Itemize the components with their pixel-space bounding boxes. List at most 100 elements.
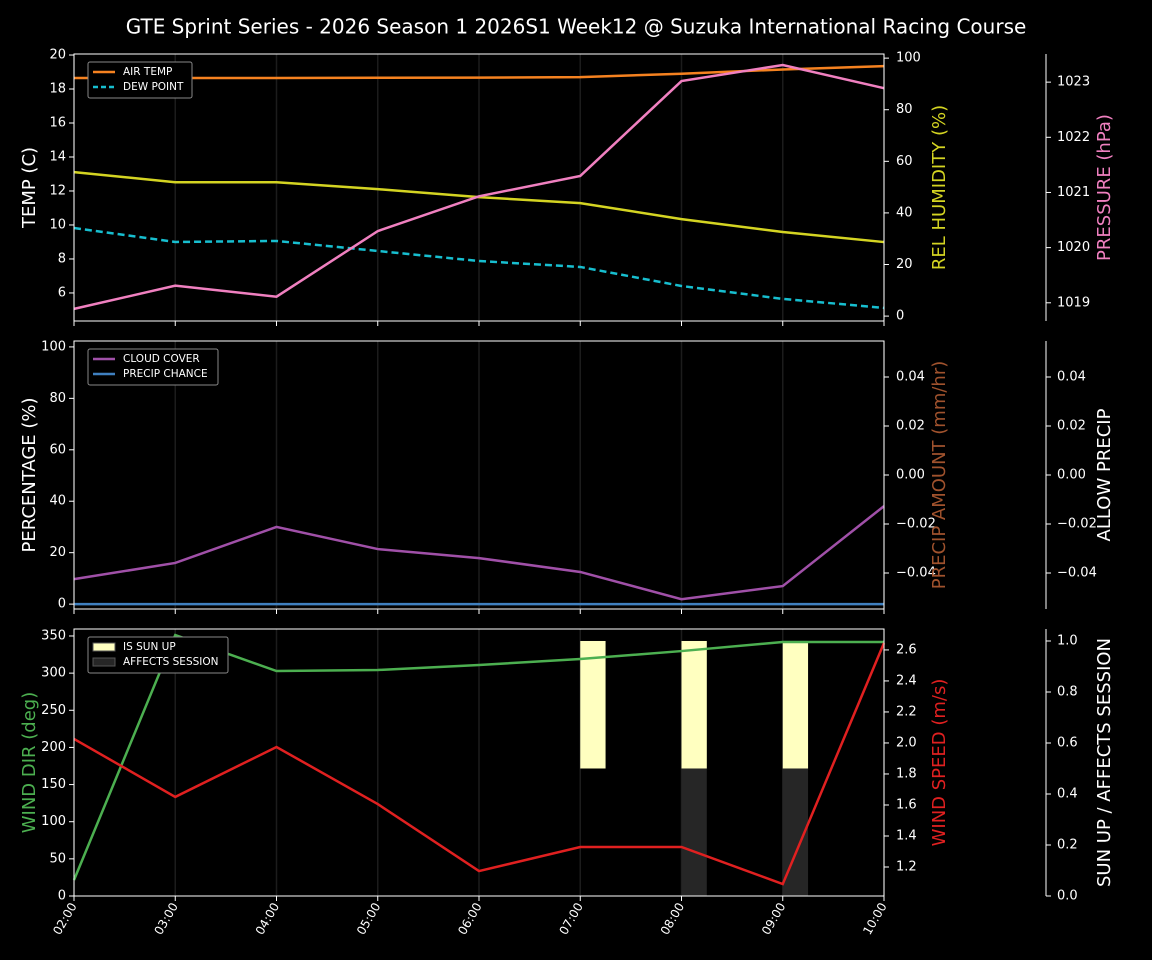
y3-tick-label: −0.02 bbox=[1057, 516, 1097, 531]
legend: AIR TEMP DEW POINT bbox=[87, 61, 193, 99]
x-tick-label: 09:00 bbox=[759, 900, 788, 937]
x-tick-label: 07:00 bbox=[556, 900, 585, 937]
y-tick-label: 250 bbox=[41, 703, 66, 718]
y3-tick-label: 1019 bbox=[1057, 295, 1090, 310]
y2-axis-title: PRECIP AMOUNT (mm/hr) bbox=[929, 361, 950, 590]
y-tick-label: 60 bbox=[49, 442, 66, 457]
bar bbox=[681, 640, 707, 769]
y2-tick-label: 2.6 bbox=[896, 642, 917, 657]
y2-axis-title: WIND SPEED (m/s) bbox=[929, 679, 950, 847]
y2-tick-label: 20 bbox=[896, 257, 913, 272]
y-axis-title: WIND DIR (deg) bbox=[19, 692, 40, 834]
y-tick-label: 10 bbox=[49, 217, 66, 232]
y2-tick-label: 1.4 bbox=[896, 828, 917, 843]
legend-box bbox=[87, 348, 219, 386]
y3-tick-label: 0.0 bbox=[1057, 889, 1078, 904]
legend-label: IS SUN UP bbox=[123, 641, 176, 653]
y-tick-label: 100 bbox=[41, 339, 66, 354]
x-tick-label: 04:00 bbox=[253, 900, 282, 937]
legend: IS SUN UP AFFECTS SESSION bbox=[87, 636, 229, 674]
y3-tick-label: 1022 bbox=[1057, 130, 1090, 145]
x-tick-label: 06:00 bbox=[455, 900, 484, 937]
y2-tick-label: 2.2 bbox=[896, 704, 917, 719]
line bbox=[73, 63, 885, 311]
y-tick-label: 350 bbox=[41, 628, 66, 643]
y3-axis-title: SUN UP / AFFECTS SESSION bbox=[1094, 638, 1115, 887]
y-axis-title: TEMP (C) bbox=[19, 147, 40, 229]
y2-tick-label: 100 bbox=[896, 51, 921, 66]
x-tick-label: 05:00 bbox=[354, 900, 383, 937]
y2-tick-label: 40 bbox=[896, 205, 913, 220]
y-tick-label: 18 bbox=[49, 82, 66, 97]
y3-tick-label: 0.02 bbox=[1057, 419, 1086, 434]
y-tick-label: 20 bbox=[49, 545, 66, 560]
y2-tick-label: 2.0 bbox=[896, 735, 917, 750]
y-tick-label: 300 bbox=[41, 666, 66, 681]
y2-tick-label: −0.02 bbox=[896, 516, 936, 531]
y-tick-label: 80 bbox=[49, 391, 66, 406]
legend: CLOUD COVER PRECIP CHANCE bbox=[87, 348, 219, 386]
plot-frame bbox=[73, 53, 885, 322]
legend-label: AFFECTS SESSION bbox=[123, 656, 219, 668]
y3-axis-title: ALLOW PRECIP bbox=[1094, 408, 1115, 541]
y-tick-label: 50 bbox=[49, 851, 66, 866]
y3-tick-label: −0.04 bbox=[1057, 565, 1097, 580]
y-axis-title: PERCENTAGE (%) bbox=[19, 397, 40, 552]
line bbox=[73, 226, 885, 310]
y3-tick-label: 0.2 bbox=[1057, 837, 1078, 852]
y2-tick-label: 0 bbox=[896, 309, 904, 324]
y-tick-label: 12 bbox=[49, 183, 66, 198]
y-tick-label: 200 bbox=[41, 740, 66, 755]
legend-label: AIR TEMP bbox=[123, 66, 172, 78]
x-tick-label: 02:00 bbox=[50, 900, 79, 937]
legend-box bbox=[87, 636, 229, 674]
legend-swatch bbox=[92, 657, 116, 667]
y2-tick-label: −0.04 bbox=[896, 565, 936, 580]
legend-label: DEW POINT bbox=[123, 81, 184, 93]
x-tick-label: 08:00 bbox=[658, 900, 687, 937]
y-tick-label: 100 bbox=[41, 814, 66, 829]
plot-frame bbox=[73, 628, 885, 897]
y2-tick-label: 1.2 bbox=[896, 860, 917, 875]
y3-tick-label: 0.04 bbox=[1057, 370, 1086, 385]
y2-tick-label: 1.6 bbox=[896, 797, 917, 812]
y-tick-label: 150 bbox=[41, 777, 66, 792]
legend-label: PRECIP CHANCE bbox=[123, 368, 208, 380]
y2-tick-label: 0.00 bbox=[896, 468, 925, 483]
y-tick-label: 16 bbox=[49, 116, 66, 131]
legend-swatch bbox=[92, 642, 116, 652]
line bbox=[73, 642, 886, 886]
bar bbox=[681, 768, 707, 896]
y-tick-label: 6 bbox=[58, 285, 66, 300]
y2-tick-label: 2.4 bbox=[896, 673, 917, 688]
y-tick-label: 14 bbox=[49, 149, 66, 164]
y2-tick-label: 0.02 bbox=[896, 419, 925, 434]
x-tick-label: 03:00 bbox=[151, 900, 180, 937]
y-tick-label: 8 bbox=[58, 251, 66, 266]
y3-tick-label: 0.8 bbox=[1057, 684, 1078, 699]
y-tick-label: 0 bbox=[58, 597, 66, 612]
y3-tick-label: 1021 bbox=[1057, 185, 1090, 200]
y3-tick-label: 0.6 bbox=[1057, 735, 1078, 750]
legend-label: CLOUD COVER bbox=[123, 353, 200, 365]
y3-tick-label: 1023 bbox=[1057, 75, 1090, 90]
y3-axis-title: PRESSURE (hPa) bbox=[1094, 114, 1115, 261]
bar bbox=[580, 640, 606, 769]
y3-tick-label: 0.4 bbox=[1057, 786, 1078, 801]
y3-tick-label: 1.0 bbox=[1057, 633, 1078, 648]
bar bbox=[782, 640, 809, 769]
y3-tick-label: 0.00 bbox=[1057, 468, 1086, 483]
y2-axis-title: REL HUMIDITY (%) bbox=[929, 105, 950, 270]
x-tick-label: 10:00 bbox=[860, 900, 889, 937]
y2-tick-label: 60 bbox=[896, 154, 913, 169]
y2-tick-label: 1.8 bbox=[896, 766, 917, 781]
y2-tick-label: 0.04 bbox=[896, 370, 925, 385]
y-tick-label: 20 bbox=[49, 48, 66, 63]
y-tick-label: 0 bbox=[58, 889, 66, 904]
line bbox=[73, 505, 885, 601]
y2-tick-label: 80 bbox=[896, 102, 913, 117]
y-tick-label: 40 bbox=[49, 494, 66, 509]
y3-tick-label: 1020 bbox=[1057, 240, 1090, 255]
chart-title: GTE Sprint Series - 2026 Season 1 2026S1… bbox=[126, 15, 1027, 39]
